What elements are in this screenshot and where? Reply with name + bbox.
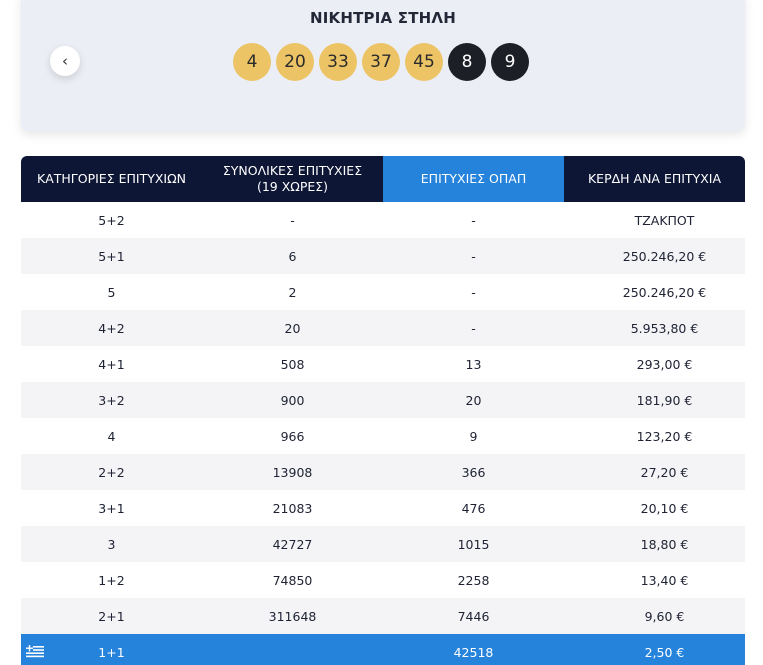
cell-opap: 13 [383, 346, 564, 382]
cell-total: 42727 [202, 526, 383, 562]
winning-title: ΝΙΚΗΤΡΙΑ ΣΤΗΛΗ [310, 9, 456, 27]
header-total-wins: ΣΥΝΟΛΙΚΕΣ ΕΠΙΤΥΧΙΕΣ (19 ΧΩΡΕΣ) [202, 156, 383, 202]
table-row: 4 966 9 123,20 € [21, 418, 745, 454]
table-row: 3 42727 1015 18,80 € [21, 526, 745, 562]
cell-category: 4+1 [21, 346, 202, 382]
header-total-wins-line1: ΣΥΝΟΛΙΚΕΣ ΕΠΙΤΥΧΙΕΣ [222, 163, 363, 179]
cell-category: 5+2 [21, 202, 202, 238]
cell-category: 1+1 [98, 644, 125, 660]
cell-category: 1+2 [21, 562, 202, 598]
bonus-number-ball: 8 [448, 43, 486, 81]
main-number-ball: 33 [319, 43, 357, 81]
table-header-row: ΚΑΤΗΓΟΡΙΕΣ ΕΠΙΤΥΧΙΩΝ ΣΥΝΟΛΙΚΕΣ ΕΠΙΤΥΧΙΕΣ… [21, 156, 745, 202]
cell-opap: 9 [383, 418, 564, 454]
cell-opap: 7446 [383, 598, 564, 634]
table-row-highlighted: 1+1 42518 2,50 € [21, 634, 745, 665]
cell-total: 966 [202, 418, 383, 454]
cell-prize: 9,60 € [564, 598, 745, 634]
cell-prize: 123,20 € [564, 418, 745, 454]
cell-total: 20 [202, 310, 383, 346]
cell-total [202, 634, 383, 665]
cell-category: 3+1 [21, 490, 202, 526]
main-number-ball: 45 [405, 43, 443, 81]
winning-numbers-card: ΝΙΚΗΤΡΙΑ ΣΤΗΛΗ ‹ 4 20 33 37 45 8 9 [21, 0, 745, 131]
cell-prize: 250.246,20 € [564, 274, 745, 310]
cell-total: 900 [202, 382, 383, 418]
cell-prize: 293,00 € [564, 346, 745, 382]
table-row: 4+1 508 13 293,00 € [21, 346, 745, 382]
table-row: 5 2 - 250.246,20 € [21, 274, 745, 310]
cell-opap: - [383, 202, 564, 238]
cell-category: 5 [21, 274, 202, 310]
table-row: 3+2 900 20 181,90 € [21, 382, 745, 418]
main-number-ball: 37 [362, 43, 400, 81]
cell-prize: ΤΖΑΚΠΟΤ [564, 202, 745, 238]
cell-prize: 5.953,80 € [564, 310, 745, 346]
cell-prize: 250.246,20 € [564, 238, 745, 274]
cell-category: 4 [21, 418, 202, 454]
bonus-number-ball: 9 [491, 43, 529, 81]
cell-total: 508 [202, 346, 383, 382]
cell-total: 2 [202, 274, 383, 310]
cell-opap: 476 [383, 490, 564, 526]
main-number-ball: 20 [276, 43, 314, 81]
table-row: 5+1 6 - 250.246,20 € [21, 238, 745, 274]
cell-opap: 2258 [383, 562, 564, 598]
previous-draw-button[interactable]: ‹ [50, 46, 80, 76]
cell-opap: 42518 [383, 634, 564, 665]
cell-opap: 1015 [383, 526, 564, 562]
prize-categories-table: ΚΑΤΗΓΟΡΙΕΣ ΕΠΙΤΥΧΙΩΝ ΣΥΝΟΛΙΚΕΣ ΕΠΙΤΥΧΙΕΣ… [21, 156, 745, 665]
cell-prize: 27,20 € [564, 454, 745, 490]
cell-category: 2+1 [21, 598, 202, 634]
cell-total: - [202, 202, 383, 238]
table-row: 3+1 21083 476 20,10 € [21, 490, 745, 526]
cell-category: 2+2 [21, 454, 202, 490]
table-row: 2+2 13908 366 27,20 € [21, 454, 745, 490]
main-number-ball: 4 [233, 43, 271, 81]
header-opap-wins: ΕΠΙΤΥΧΙΕΣ ΟΠΑΠ [383, 156, 564, 202]
cell-category: 3+2 [21, 382, 202, 418]
cell-total: 21083 [202, 490, 383, 526]
winning-balls: 4 20 33 37 45 8 9 [233, 43, 529, 81]
cell-category: 5+1 [21, 238, 202, 274]
cell-opap: - [383, 274, 564, 310]
greek-flag-icon [26, 645, 44, 659]
cell-opap: - [383, 238, 564, 274]
chevron-left-icon: ‹ [62, 52, 68, 70]
header-category: ΚΑΤΗΓΟΡΙΕΣ ΕΠΙΤΥΧΙΩΝ [21, 156, 202, 202]
cell-category: 3 [21, 526, 202, 562]
table-row: 4+2 20 - 5.953,80 € [21, 310, 745, 346]
cell-total: 13908 [202, 454, 383, 490]
cell-opap: 366 [383, 454, 564, 490]
table-row: 1+2 74850 2258 13,40 € [21, 562, 745, 598]
cell-prize: 20,10 € [564, 490, 745, 526]
cell-prize: 2,50 € [564, 634, 745, 665]
cell-total: 74850 [202, 562, 383, 598]
cell-category-with-flag: 1+1 [21, 634, 202, 665]
cell-prize: 181,90 € [564, 382, 745, 418]
cell-opap: 20 [383, 382, 564, 418]
cell-prize: 18,80 € [564, 526, 745, 562]
table-row: 2+1 311648 7446 9,60 € [21, 598, 745, 634]
cell-total: 311648 [202, 598, 383, 634]
cell-category: 4+2 [21, 310, 202, 346]
cell-prize: 13,40 € [564, 562, 745, 598]
table-row: 5+2 - - ΤΖΑΚΠΟΤ [21, 202, 745, 238]
header-prize: ΚΕΡΔΗ ΑΝΑ ΕΠΙΤΥΧΙΑ [564, 156, 745, 202]
cell-total: 6 [202, 238, 383, 274]
header-total-wins-line2: (19 ΧΩΡΕΣ) [256, 179, 329, 194]
cell-opap: - [383, 310, 564, 346]
